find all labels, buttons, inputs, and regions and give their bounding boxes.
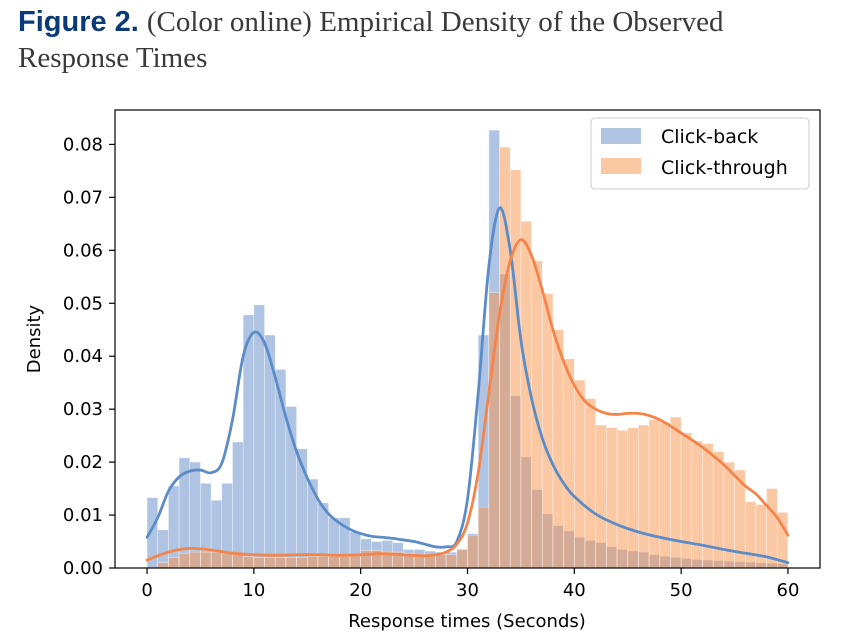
x-tick-label: 10	[242, 580, 265, 601]
click-through-bar	[541, 293, 554, 568]
click-through-histogram	[157, 146, 789, 568]
kde-curves	[145, 206, 790, 565]
click-through-bar	[296, 557, 308, 568]
click-through-kde-line	[145, 238, 790, 562]
click-through-bar	[648, 419, 661, 568]
click-through-bar	[445, 554, 458, 568]
click-through-bar	[200, 551, 212, 568]
x-tick-label: 0	[141, 580, 152, 601]
x-axis-ticks: 0 10 20 30 40 50 60	[141, 568, 799, 601]
legend-swatch-click-back	[601, 128, 641, 144]
click-through-bar	[467, 534, 479, 568]
click-through-bar	[638, 424, 650, 568]
y-tick-label: 0.05	[63, 293, 103, 314]
click-through-bar	[595, 424, 607, 568]
y-axis-label: Density	[24, 304, 45, 373]
click-through-bar	[755, 504, 767, 568]
click-through-bar	[691, 440, 703, 568]
click-through-bar	[317, 556, 329, 568]
click-through-bar	[456, 549, 468, 568]
legend-swatch-click-through	[601, 158, 641, 174]
click-through-bar	[659, 422, 671, 568]
click-through-bar	[584, 398, 596, 568]
click-through-bar	[168, 557, 180, 568]
click-through-bar	[349, 554, 361, 568]
legend-label-click-through: Click-through	[661, 157, 788, 179]
click-through-bar	[531, 260, 543, 568]
y-tick-label: 0.03	[63, 399, 103, 420]
click-through-bar	[339, 556, 351, 568]
legend-label-click-back: Click-back	[661, 126, 758, 148]
click-through-bar	[574, 379, 586, 568]
click-through-bar	[616, 430, 629, 568]
x-axis-label: Response times (Seconds)	[348, 611, 586, 632]
click-through-bar	[670, 416, 682, 568]
click-through-bar	[563, 358, 575, 568]
click-through-bar	[274, 557, 287, 568]
click-through-bar	[178, 552, 191, 568]
y-tick-label: 0.06	[63, 240, 103, 261]
click-through-bar	[477, 506, 490, 568]
legend-box	[590, 117, 810, 190]
click-back-bar	[253, 304, 265, 568]
click-through-bar	[680, 432, 693, 568]
y-tick-label: 0.00	[63, 558, 103, 579]
x-tick-label: 30	[456, 580, 479, 601]
click-back-kde-line	[145, 206, 790, 565]
click-through-bar	[157, 562, 169, 568]
click-through-bar	[253, 557, 265, 568]
click-through-bar	[552, 329, 564, 568]
caption-text: (Color online) Empirical Density of the …	[18, 6, 724, 74]
click-back-bar	[157, 529, 169, 568]
click-through-bar	[285, 557, 297, 568]
y-tick-label: 0.01	[63, 505, 103, 526]
x-tick-label: 40	[563, 580, 586, 601]
figure-label: Figure 2.	[18, 6, 139, 38]
click-through-bar	[264, 557, 276, 568]
click-through-bar	[509, 169, 522, 568]
x-tick-label: 50	[670, 580, 693, 601]
click-through-bar	[242, 556, 255, 568]
click-through-bar	[232, 554, 244, 568]
figure-caption: Figure 2. (Color online) Empirical Densit…	[18, 4, 828, 76]
legend: Click-back Click-through	[590, 117, 810, 190]
x-tick-label: 60	[777, 580, 800, 601]
click-back-bar	[168, 485, 180, 568]
y-tick-label: 0.02	[63, 452, 103, 473]
y-tick-label: 0.08	[63, 134, 103, 155]
click-through-bar	[328, 556, 340, 568]
click-back-bar	[232, 441, 244, 568]
click-through-bar	[702, 443, 714, 568]
click-through-bar	[221, 552, 233, 568]
click-through-bar	[627, 427, 639, 568]
y-axis-ticks: 0.00 0.01 0.02 0.03 0.04 0.05 0.06 0.07 0.08	[63, 134, 115, 579]
y-tick-label: 0.07	[63, 187, 103, 208]
y-tick-label: 0.04	[63, 346, 103, 367]
x-tick-label: 20	[349, 580, 372, 601]
click-through-bar	[744, 501, 757, 568]
click-through-bar	[210, 551, 223, 568]
click-through-bar	[189, 551, 201, 568]
click-through-bar	[306, 556, 319, 568]
click-through-bar	[435, 554, 447, 568]
click-through-bar	[606, 427, 618, 568]
